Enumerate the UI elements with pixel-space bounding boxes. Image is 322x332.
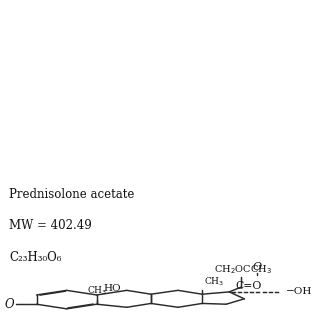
Text: CH$_2$OC⁠CH$_3$: CH$_2$OC⁠CH$_3$	[214, 263, 272, 276]
Text: CH$_3$: CH$_3$	[204, 276, 224, 288]
Text: C=O: C=O	[236, 281, 262, 290]
Text: MW = 402.49: MW = 402.49	[9, 219, 92, 232]
Text: C₂₃H₃₀O₆: C₂₃H₃₀O₆	[9, 251, 62, 264]
Text: O: O	[252, 262, 261, 272]
Text: Prednisolone acetate: Prednisolone acetate	[9, 188, 135, 201]
Text: O: O	[5, 298, 14, 311]
Text: CH$_3$: CH$_3$	[87, 285, 108, 297]
Text: HO: HO	[104, 285, 121, 293]
Text: −OH: −OH	[286, 288, 312, 296]
